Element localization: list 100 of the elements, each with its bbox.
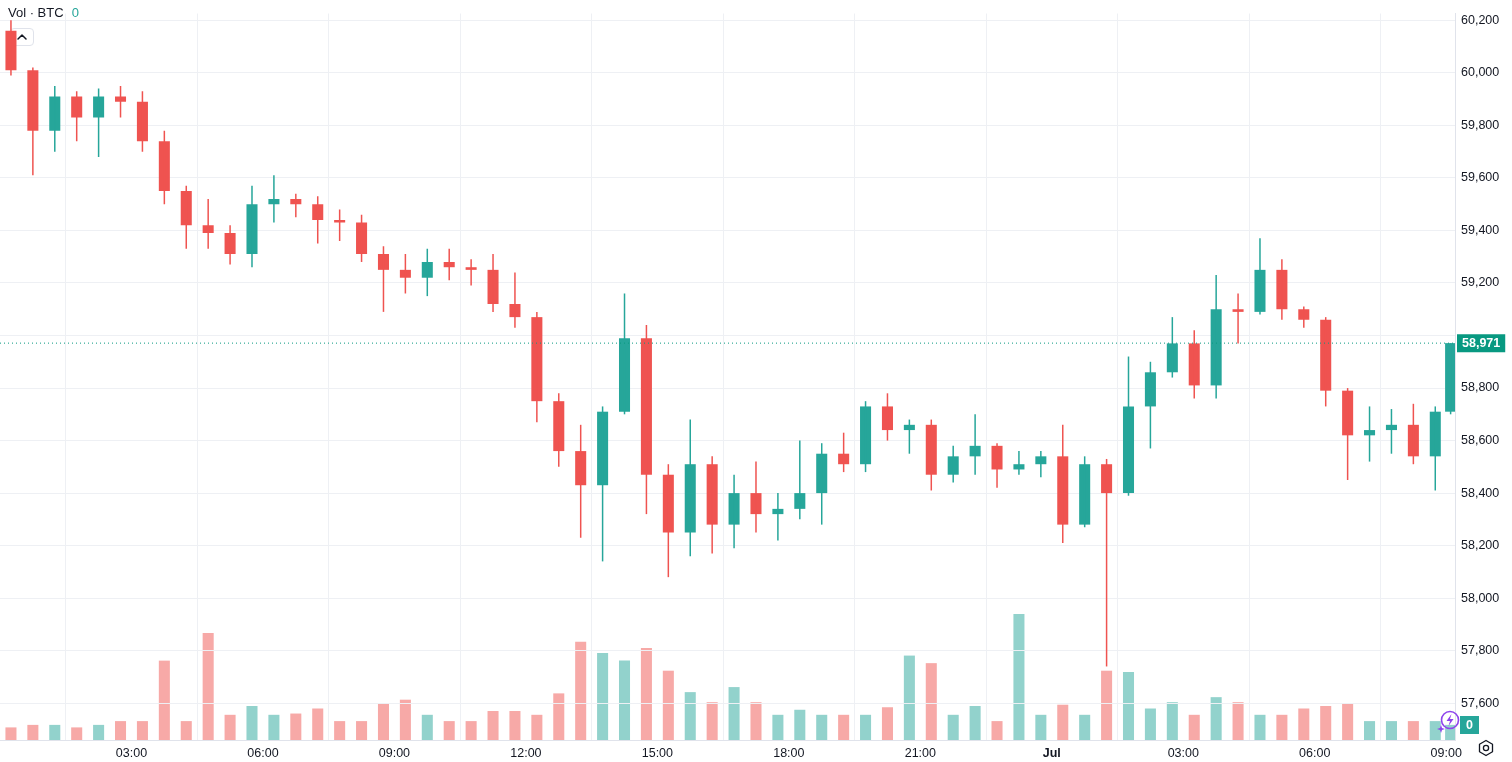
bar: [1057, 704, 1069, 740]
bar: [1298, 708, 1310, 740]
bar: [1232, 702, 1244, 740]
bar: [1013, 614, 1025, 740]
candlestick: [881, 392, 893, 442]
bar: [684, 692, 696, 740]
candlestick: [312, 195, 324, 245]
candlestick: [399, 253, 411, 295]
bar: [1407, 721, 1419, 740]
candlestick: [1144, 361, 1156, 450]
candlestick: [93, 87, 105, 158]
bar: [1429, 721, 1441, 740]
y-tick-label: 59,600: [1461, 170, 1500, 185]
bar: [224, 714, 236, 740]
bar: [575, 641, 587, 740]
bar: [1276, 714, 1288, 740]
candlestick: [1122, 355, 1135, 497]
y-tick-label: 57,800: [1461, 643, 1500, 658]
x-tick-label: 09:00: [1430, 745, 1462, 760]
candlestick: [662, 463, 674, 578]
bar: [487, 711, 499, 740]
candlestick: [1079, 455, 1091, 528]
candlestick: [334, 208, 346, 242]
candlestick: [860, 400, 872, 473]
y-tick-label: 59,800: [1461, 117, 1500, 132]
bar: [1079, 714, 1091, 740]
candlestick: [115, 85, 127, 119]
bar: [93, 724, 105, 740]
bar: [597, 653, 609, 740]
bar: [838, 714, 850, 740]
bar: [356, 721, 368, 740]
bar: [772, 714, 784, 740]
candlestick: [71, 90, 83, 142]
bar: [1342, 703, 1354, 740]
y-tick-label: 58,400: [1461, 485, 1500, 500]
candlestick: [816, 442, 828, 526]
x-tick-label: 12:00: [510, 745, 542, 760]
y-tick-label: 59,200: [1461, 275, 1500, 290]
y-tick-label: 58,200: [1461, 538, 1500, 553]
y-tick-label: 58,000: [1461, 590, 1500, 605]
bar: [115, 721, 127, 740]
bar: [991, 721, 1003, 740]
bar: [136, 721, 148, 740]
bar: [399, 699, 411, 740]
bar: [860, 714, 872, 740]
bar: [290, 713, 302, 740]
candlestick: [597, 405, 609, 563]
candlestick: [1320, 316, 1332, 408]
bar: [1035, 714, 1047, 740]
bar: [465, 721, 477, 740]
candlestick: [640, 324, 652, 515]
bar: [158, 660, 170, 740]
bar: [1210, 697, 1222, 740]
candlestick: [1101, 458, 1113, 668]
bar: [750, 702, 762, 740]
candlestick: [377, 245, 389, 313]
text: 0: [1460, 716, 1479, 734]
bar: [246, 705, 258, 740]
annotation: Vol · BTC: [8, 5, 64, 21]
y-tick-label: 58,800: [1461, 380, 1500, 395]
x-tick-label: Jul: [1042, 745, 1061, 760]
bar: [969, 705, 981, 740]
x-tick-label: 06:00: [247, 745, 279, 760]
candlestick: [136, 90, 148, 153]
candlestick: [465, 258, 477, 287]
bar: [1364, 721, 1376, 740]
bar: [443, 721, 455, 740]
bar: [5, 727, 17, 740]
y-tick-label: 58,600: [1461, 433, 1500, 448]
bar: [1254, 714, 1266, 740]
bar: [268, 714, 280, 740]
bar: [71, 727, 83, 740]
bar: [49, 724, 61, 740]
bar: [27, 724, 39, 740]
x-tick-label: 06:00: [1299, 745, 1331, 760]
bar: [1166, 702, 1178, 740]
bar: [202, 632, 214, 740]
y-tick-label: 60,200: [1461, 12, 1500, 27]
bar: [1101, 670, 1113, 740]
bar: [706, 702, 718, 740]
bar: [618, 660, 631, 740]
bar: [1320, 705, 1332, 740]
bar: [1188, 714, 1200, 740]
bar: [1385, 721, 1397, 740]
candlestick: [246, 185, 258, 268]
y-tick-label: 57,600: [1461, 695, 1500, 710]
bar: [531, 714, 543, 740]
candlestick: [1166, 316, 1178, 379]
bar: [1122, 671, 1135, 740]
candlestick: [421, 248, 433, 297]
x-tick-label: 15:00: [641, 745, 674, 760]
bar: [312, 708, 324, 740]
bar: [553, 693, 565, 740]
x-tick-label: 21:00: [904, 745, 937, 760]
bar: [947, 714, 959, 740]
bar: [925, 663, 937, 740]
candlestick: [750, 460, 762, 534]
ref-line-label: 58,971: [1462, 336, 1501, 351]
bar: [334, 721, 346, 740]
candlestick: [618, 292, 631, 416]
